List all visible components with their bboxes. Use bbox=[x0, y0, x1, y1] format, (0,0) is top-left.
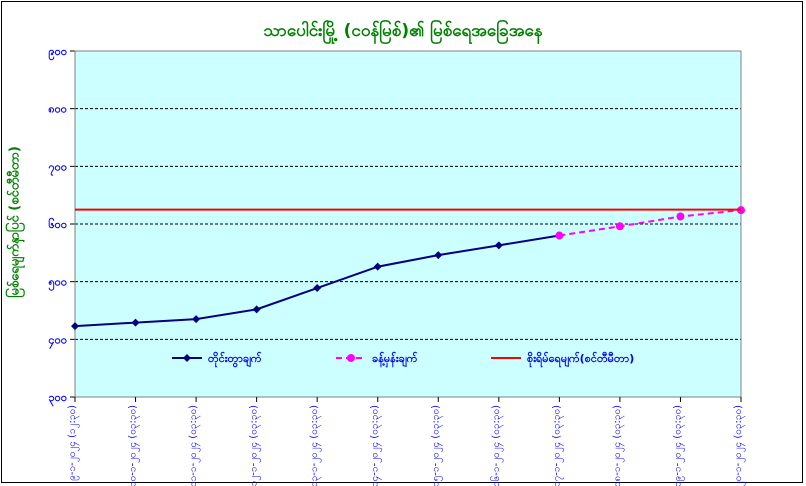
series-1-point bbox=[252, 305, 261, 314]
x-tick-label: ၁၃-၁-၂၀၂၄ (၀၃:၃၀) bbox=[309, 405, 322, 486]
series-1-point bbox=[434, 251, 443, 260]
x-tick-label: ၁၀-၁-၂၀၂၄ (၀၃:၃၀) bbox=[128, 405, 141, 486]
x-tick-label: ၁၄-၁-၂၀၂၄ (၀၃:၃၀) bbox=[370, 405, 383, 486]
series-1-point bbox=[192, 315, 201, 324]
series-2-point bbox=[615, 222, 624, 231]
x-tick-label: ၁၉-၁-၂၀၂၄ (၀၃:၃၀) bbox=[672, 405, 685, 486]
y-tick-label: ၅၀၀ bbox=[48, 276, 67, 292]
legend-label-2: ခန့်မှန်းချက် bbox=[372, 351, 418, 368]
y-tick-label: ၈၀၀ bbox=[48, 103, 67, 116]
x-tick-label: ၁၇-၁-၂၀၂၄ (၀၃:၃၀) bbox=[551, 405, 564, 486]
x-tick-label: ၁၂-၁-၂၀၂၄ (၀၃:၃၀) bbox=[249, 405, 262, 486]
series-2-point bbox=[676, 212, 685, 221]
x-tick-label: ၂၀-၁-၂၀၂၄ (၀၃:၃၀) bbox=[733, 405, 746, 486]
series-1-point bbox=[71, 322, 79, 331]
chart-title: သာပေါင်းမြို့ (ငဝန်မြစ်)၏ မြစ်ရေအခြေအနေ bbox=[263, 21, 543, 41]
x-tick-label: ၁၆-၁-၂၀၂၄ (၀၃:၃၀) bbox=[489, 405, 504, 486]
x-tick-label: ၉-၁-၂၀၂၄ (၁၂:၃၀) bbox=[67, 405, 80, 481]
y-tick-label: ၉၀၀ bbox=[48, 45, 67, 61]
y-tick-label: ၇၀၀ bbox=[48, 160, 67, 176]
y-tick-label: ၆၀၀ bbox=[48, 218, 67, 231]
series-1-point bbox=[131, 318, 140, 327]
series-1-point bbox=[313, 284, 322, 293]
y-tick-label: ၃၀၀ bbox=[48, 391, 67, 407]
series-2-point bbox=[555, 231, 564, 240]
x-tick-label: ၁၈-၁-၂၀၂၄ (၀၃:၃၀) bbox=[612, 405, 625, 486]
legend-marker-1 bbox=[183, 354, 191, 362]
plot-border bbox=[74, 50, 742, 398]
x-tick-label: ၁၁-၁-၂၀၂၄ (၀၃:၃၀) bbox=[188, 405, 201, 486]
series-1-point bbox=[494, 241, 503, 250]
series-2-line bbox=[559, 209, 742, 237]
legend-marker-2 bbox=[347, 354, 355, 362]
series-1-point bbox=[373, 262, 382, 271]
x-tick-label: ၁၅-၁-၂၀၂၄ (၀၃:၃၀) bbox=[430, 405, 443, 486]
legend-label-3: စိုးရိမ်ရေမျက်(စင်တီမီတာ) bbox=[527, 351, 634, 368]
legend-label-1: တိုင်းတွာချက် bbox=[208, 351, 262, 368]
y-tick-label: ၄၀၀ bbox=[48, 333, 67, 349]
